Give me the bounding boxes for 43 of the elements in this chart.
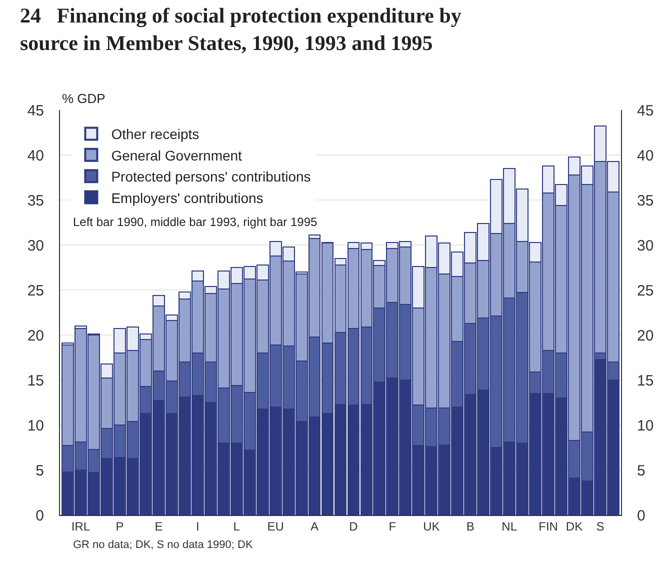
x-tick-label: B [466, 519, 474, 534]
y2-tick-label: 0 [637, 507, 646, 524]
x-tick-label: DK [566, 519, 583, 534]
x-tick-label: A [310, 519, 319, 534]
x-tick-label: NL [502, 519, 518, 534]
y-tick-label: 45 [27, 102, 44, 120]
y2-tick-label: 30 [637, 237, 654, 254]
y-tick-label: 35 [27, 192, 44, 210]
y-tick-label: 10 [27, 417, 44, 434]
x-tick-label: S [596, 519, 604, 534]
x-tick-label: L [233, 519, 240, 534]
y2-tick-label: 45 [637, 102, 654, 120]
y-tick-label: 40 [27, 147, 44, 164]
legend-label: Protected persons' contributions [111, 168, 311, 185]
y-axis-title: % GDP [62, 91, 106, 106]
y2-tick-label: 15 [637, 372, 654, 390]
x-tick-label: FIN [538, 519, 558, 534]
text: GR no data; DK, S no data 1990; DK [73, 539, 254, 551]
x-tick-label: I [196, 519, 200, 534]
y-tick-label: 0 [36, 507, 44, 524]
y2-tick-label: 40 [637, 147, 654, 164]
y-tick-label: 5 [36, 462, 44, 480]
x-tick-label: IRL [71, 519, 90, 534]
y2-tick-label: 35 [637, 192, 654, 210]
legend-label: General Government [111, 147, 242, 164]
y2-tick-label: 5 [637, 462, 646, 480]
x-tick-label: D [349, 519, 358, 534]
legend-label: Employers' contributions [111, 190, 264, 206]
y2-tick-label: 10 [637, 417, 654, 434]
y-tick-label: 25 [27, 282, 44, 300]
legend-label: Other receipts [111, 126, 200, 142]
y-tick-label: 15 [27, 372, 44, 390]
y-tick-label: 20 [27, 327, 44, 344]
x-tick-label: F [388, 519, 396, 534]
x-tick-label: E [154, 519, 163, 534]
annotation: Left bar 1990, middle bar 1993, right bar 1995 [73, 215, 318, 229]
y-tick-label: 30 [27, 237, 44, 254]
x-tick-label: P [116, 519, 124, 534]
y2-tick-label: 20 [637, 327, 654, 344]
y2-tick-label: 25 [637, 282, 654, 300]
x-tick-label: UK [423, 519, 440, 534]
chart-title: 24 Financing of social protection expenditure by source in Member States, 1990, 1993 and 1995 [20, 4, 462, 55]
x-tick-label: EU [267, 519, 284, 534]
